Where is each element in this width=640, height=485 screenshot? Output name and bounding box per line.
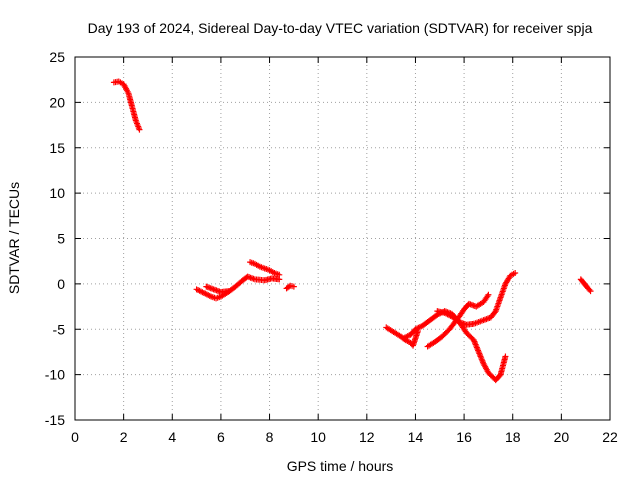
axes-layer [74, 56, 611, 421]
x-tick-label: 22 [602, 429, 618, 445]
data-point [276, 271, 283, 278]
y-tick-label: 25 [49, 49, 65, 65]
y-axis-label: SDTVAR / TECUs [6, 182, 22, 294]
y-tick-label: -15 [45, 412, 65, 428]
y-tick-label: 5 [57, 231, 65, 247]
x-tick-label: 2 [120, 429, 128, 445]
data-point [225, 288, 232, 295]
x-tick-label: 12 [359, 429, 375, 445]
y-tick-label: 20 [49, 94, 65, 110]
data-point [290, 283, 297, 290]
data-point [512, 269, 519, 276]
x-tick-label: 10 [310, 429, 326, 445]
data-point [485, 291, 492, 298]
grid-layer [75, 57, 610, 420]
x-tick-label: 16 [456, 429, 472, 445]
x-tick-label: 8 [266, 429, 274, 445]
y-tick-label: -5 [53, 321, 66, 337]
x-tick-label: 4 [168, 429, 176, 445]
data-point [496, 372, 503, 379]
x-axis-label: GPS time / hours [287, 458, 394, 474]
x-tick-label: 20 [554, 429, 570, 445]
tick-label-layer: 0 2 4 6 8 10 12 14 16 18 20 22 -15 -10 -5 0 5 10 15 20 25 [45, 49, 618, 445]
y-tick-label: 10 [49, 185, 65, 201]
data-point [136, 126, 143, 133]
data-point [587, 288, 594, 295]
y-tick-label: 15 [49, 140, 65, 156]
x-tick-label: 6 [217, 429, 225, 445]
y-tick-label: -10 [45, 367, 65, 383]
series-layer [110, 78, 594, 384]
data-point [502, 353, 509, 360]
y-tick-label: 0 [57, 276, 65, 292]
chart-title: Day 193 of 2024, Sidereal Day-to-day VTE… [88, 20, 593, 36]
x-tick-label: 14 [408, 429, 424, 445]
x-tick-label: 0 [71, 429, 79, 445]
x-tick-label: 18 [505, 429, 521, 445]
data-point [586, 286, 593, 293]
